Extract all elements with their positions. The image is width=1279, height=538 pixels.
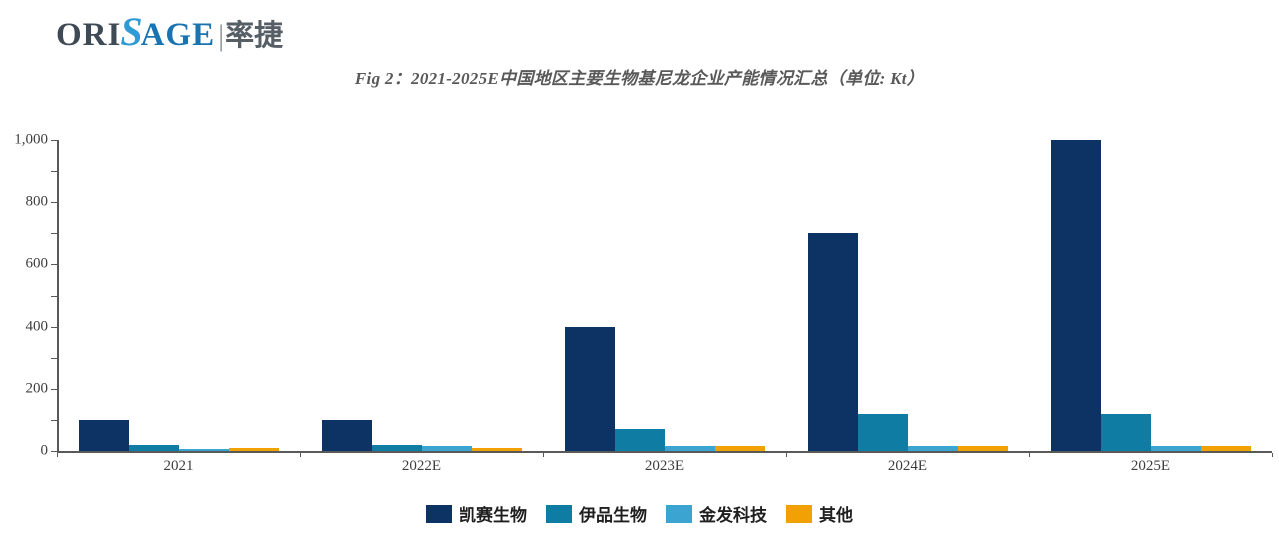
bar-2022E-series3: [471, 447, 522, 451]
y-axis-tick: [51, 233, 57, 235]
bar-2023E-series2: [664, 446, 715, 451]
bar-2023E-series3: [714, 446, 765, 451]
bar-2025E-series0: [1050, 140, 1101, 451]
bar-2023E-series1: [614, 429, 665, 451]
bar-2023E-series0: [564, 326, 615, 451]
legend-label-1: 伊品生物: [579, 506, 647, 525]
y-axis-label: 200: [25, 380, 49, 397]
bar-2024E-series1: [857, 413, 908, 451]
legend-item-3: 其他: [786, 501, 853, 526]
figure-title: Fig 2：2021-2025E中国地区主要生物基尼龙企业产能情况汇总（单位: …: [354, 69, 925, 88]
legend-swatch-1: [546, 504, 572, 523]
x-axis-tick: [1272, 453, 1273, 457]
logo-text-age: AGE: [140, 17, 216, 53]
bar-2025E-series2: [1150, 446, 1201, 451]
y-axis-tick: [51, 388, 57, 390]
y-axis-tick: [51, 419, 57, 421]
x-axis-tick: [57, 453, 58, 457]
logo-text-ori: ORI: [56, 17, 122, 53]
legend-item-0: 凯赛生物: [426, 501, 527, 526]
bar-2022E-series2: [421, 446, 472, 451]
x-axis-label: 2024E: [887, 458, 928, 474]
y-axis-tick: [51, 264, 57, 266]
x-axis-label: 2021: [163, 458, 194, 474]
legend-label-3: 其他: [819, 506, 853, 525]
y-axis-label: 1,000: [14, 131, 48, 148]
y-axis-label: 600: [25, 255, 49, 272]
logo-divider: |: [218, 19, 225, 52]
y-axis-tick: [51, 295, 57, 297]
x-axis-line: [57, 451, 1272, 453]
bar-2025E-series1: [1100, 413, 1151, 451]
bar-2021-series2: [178, 449, 229, 451]
logo-text-cn: 率捷: [225, 20, 284, 52]
legend-label-0: 凯赛生物: [459, 506, 527, 525]
orisage-logo: ORI S AGE | 率捷: [56, 8, 283, 55]
legend-swatch-0: [426, 504, 452, 523]
bar-2025E-series3: [1200, 446, 1251, 451]
x-axis-tick: [786, 453, 787, 457]
legend-swatch-2: [666, 504, 692, 523]
x-axis-label: 2022E: [401, 458, 442, 474]
y-axis-tick: [51, 451, 57, 452]
bar-2024E-series0: [807, 233, 858, 451]
logo-swoosh-s: S: [120, 9, 143, 54]
x-axis-tick: [300, 453, 301, 457]
y-axis-tick: [51, 202, 57, 204]
y-axis-tick: [51, 357, 57, 359]
legend-label-2: 金发科技: [699, 506, 767, 525]
y-axis-label: 400: [25, 318, 49, 335]
bar-2021-series1: [128, 444, 179, 451]
x-axis-tick: [543, 453, 544, 457]
bar-2022E-series1: [371, 444, 422, 451]
y-axis-tick: [51, 171, 57, 173]
bar-2022E-series0: [321, 419, 372, 451]
bar-2021-series3: [228, 447, 279, 451]
x-axis-tick: [1029, 453, 1030, 457]
x-axis-label: 2023E: [644, 458, 685, 474]
y-axis-line: [57, 140, 59, 451]
y-axis-tick: [51, 326, 57, 328]
chart-legend: 凯赛生物 伊品生物 金发科技 其他: [0, 501, 1279, 526]
legend-swatch-3: [786, 504, 812, 523]
y-axis-label: 0: [40, 442, 49, 459]
bar-2021-series0: [78, 419, 129, 451]
y-axis-label: 800: [25, 193, 49, 210]
bar-2024E-series2: [907, 446, 958, 451]
y-axis-tick: [51, 140, 57, 141]
bar-2024E-series3: [957, 446, 1008, 451]
legend-item-2: 金发科技: [666, 501, 767, 526]
x-axis-label: 2025E: [1130, 458, 1171, 474]
legend-item-1: 伊品生物: [546, 501, 647, 526]
